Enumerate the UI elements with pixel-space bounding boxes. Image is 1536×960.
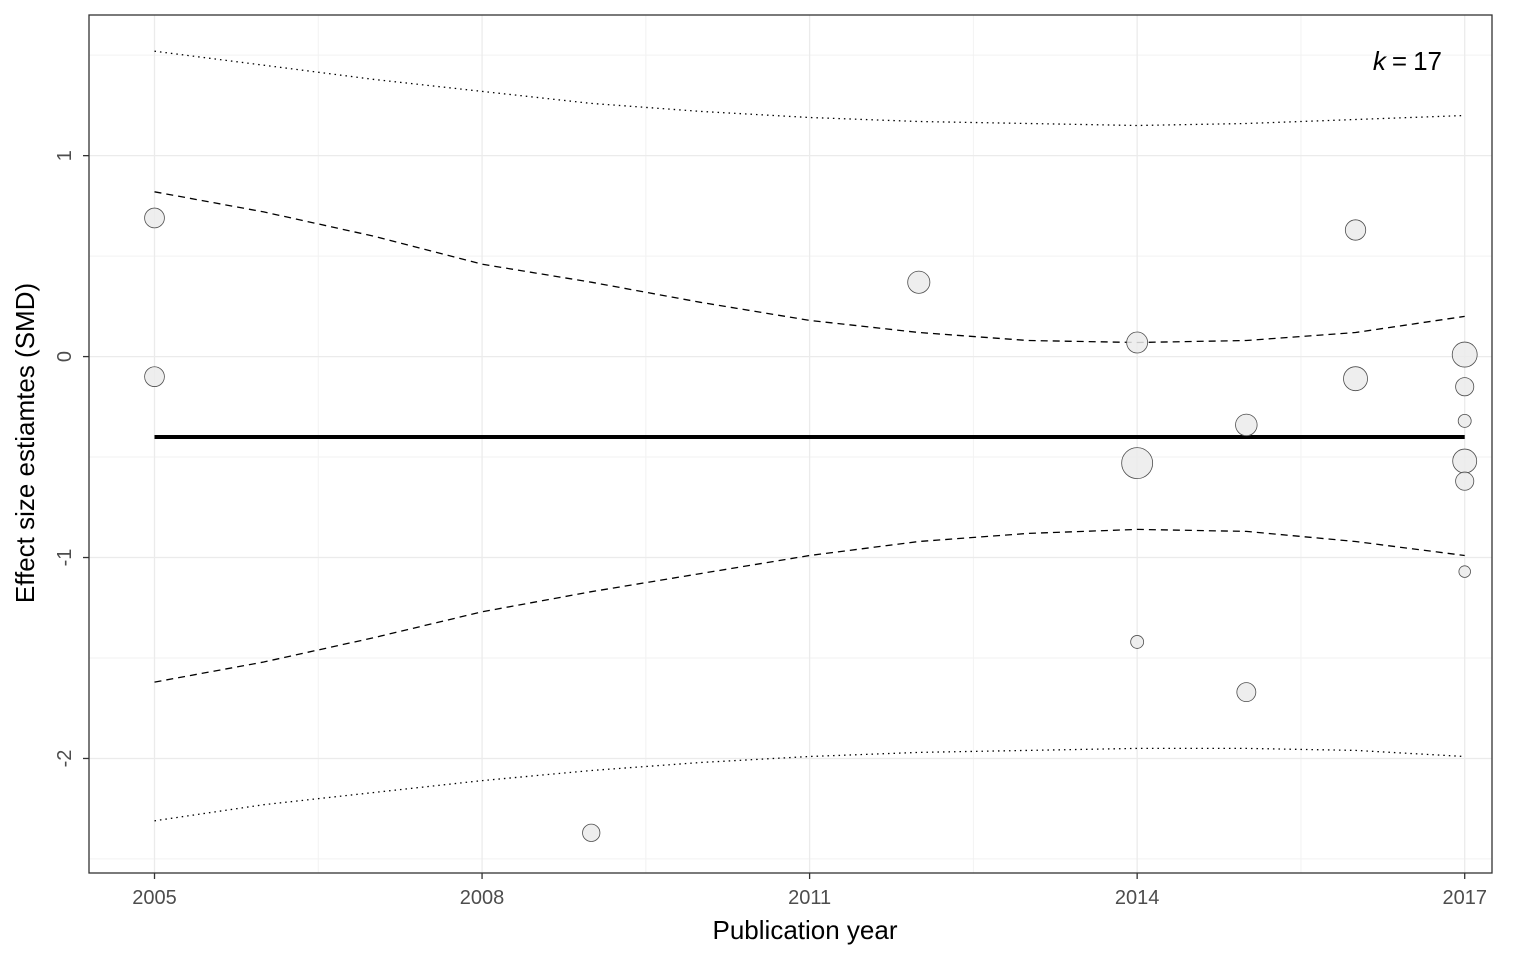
study-point (1236, 682, 1257, 703)
study-point (1343, 366, 1368, 392)
major-grid (89, 15, 1492, 873)
study-point (144, 207, 165, 229)
study-point (1455, 377, 1475, 397)
minor-grid (89, 15, 1492, 873)
study-point (1126, 331, 1149, 354)
series-layer (154, 50, 1465, 822)
y-axis-title: Effect size estiamtes (SMD) (10, 283, 40, 603)
study-point (1452, 448, 1478, 474)
x-tick-label: 2005 (132, 887, 177, 909)
k-annotation-equals: = (1392, 46, 1407, 76)
study-point (1458, 565, 1471, 578)
y-tick-label: -1 (54, 549, 76, 567)
x-tick-label: 2011 (788, 887, 831, 909)
plot-panel-border (88, 14, 1493, 874)
study-point (1457, 413, 1472, 428)
study-point (144, 366, 165, 387)
y-axis: -2 -1 0 1 (54, 150, 89, 767)
k-annotation-value: 17 (1413, 46, 1442, 76)
y-tick-label: 1 (54, 150, 76, 161)
study-point (1121, 447, 1154, 479)
study-point (1451, 341, 1478, 368)
prediction-band-line (154, 50, 1465, 127)
x-axis: 2005 2008 2011 2014 2017 (132, 873, 1487, 909)
y-tick-label: -2 (54, 750, 76, 768)
study-point (907, 270, 931, 294)
prediction-band-line (154, 747, 1465, 822)
x-tick-label: 2008 (460, 887, 505, 909)
confidence-band-line (154, 191, 1465, 344)
confidence-band-line (154, 528, 1465, 683)
study-point (1130, 635, 1145, 649)
study-point (1235, 413, 1258, 437)
x-axis-title: Publication year (713, 915, 898, 945)
y-tick-label: 0 (54, 351, 76, 362)
k-annotation: k = 17 (1373, 46, 1442, 76)
x-tick-label: 2014 (1115, 887, 1160, 909)
study-point (1455, 471, 1475, 491)
k-annotation-k: k (1373, 46, 1388, 76)
study-point (1344, 219, 1367, 241)
x-tick-label: 2017 (1442, 887, 1487, 909)
study-point (582, 823, 601, 842)
points-layer (144, 207, 1478, 842)
